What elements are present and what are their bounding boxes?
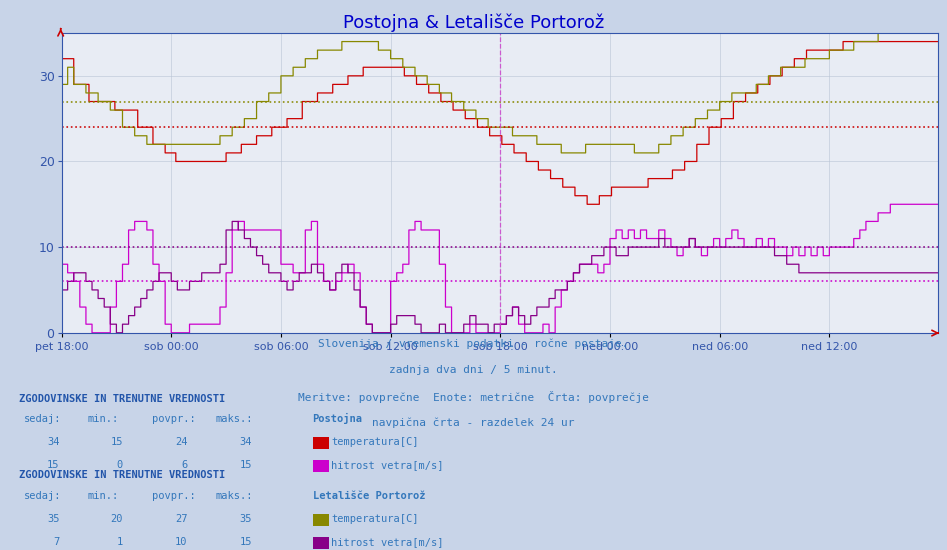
Text: Postojna & Letališče Portorož: Postojna & Letališče Portorož — [343, 14, 604, 32]
Text: ZGODOVINSKE IN TRENUTNE VREDNOSTI: ZGODOVINSKE IN TRENUTNE VREDNOSTI — [19, 470, 225, 481]
Text: min.:: min.: — [87, 414, 118, 424]
Text: 34: 34 — [47, 437, 60, 447]
Text: 27: 27 — [175, 514, 188, 524]
Text: navpična črta - razdelek 24 ur: navpična črta - razdelek 24 ur — [372, 417, 575, 428]
Text: maks.:: maks.: — [216, 414, 254, 424]
Text: Postojna: Postojna — [313, 413, 363, 424]
Text: 10: 10 — [175, 537, 188, 547]
Text: min.:: min.: — [87, 491, 118, 501]
Text: 35: 35 — [240, 514, 252, 524]
Text: temperatura[C]: temperatura[C] — [331, 514, 419, 524]
Text: Meritve: povprečne  Enote: metrične  Črta: povprečje: Meritve: povprečne Enote: metrične Črta:… — [298, 391, 649, 403]
Text: 34: 34 — [240, 437, 252, 447]
Text: Letališče Portorož: Letališče Portorož — [313, 491, 425, 501]
Text: hitrost vetra[m/s]: hitrost vetra[m/s] — [331, 537, 444, 547]
Text: 15: 15 — [240, 537, 252, 547]
Text: zadnja dva dni / 5 minut.: zadnja dva dni / 5 minut. — [389, 365, 558, 375]
Text: 7: 7 — [53, 537, 60, 547]
Text: 6: 6 — [181, 460, 188, 470]
Text: temperatura[C]: temperatura[C] — [331, 437, 419, 447]
Text: 20: 20 — [111, 514, 123, 524]
Text: povpr.:: povpr.: — [152, 491, 195, 501]
Text: povpr.:: povpr.: — [152, 414, 195, 424]
Text: 24: 24 — [175, 437, 188, 447]
Text: 1: 1 — [116, 537, 123, 547]
Text: 35: 35 — [47, 514, 60, 524]
Text: maks.:: maks.: — [216, 491, 254, 501]
Text: sedaj:: sedaj: — [24, 491, 62, 501]
Text: 15: 15 — [47, 460, 60, 470]
Text: 15: 15 — [111, 437, 123, 447]
Text: Slovenija / vremenski podatki - ročne postaje.: Slovenija / vremenski podatki - ročne po… — [318, 338, 629, 349]
Text: hitrost vetra[m/s]: hitrost vetra[m/s] — [331, 460, 444, 470]
Text: 15: 15 — [240, 460, 252, 470]
Text: 0: 0 — [116, 460, 123, 470]
Text: sedaj:: sedaj: — [24, 414, 62, 424]
Text: ZGODOVINSKE IN TRENUTNE VREDNOSTI: ZGODOVINSKE IN TRENUTNE VREDNOSTI — [19, 393, 225, 404]
